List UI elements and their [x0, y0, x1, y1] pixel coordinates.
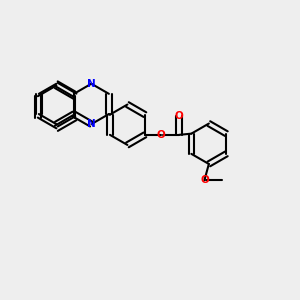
Text: N: N: [87, 79, 96, 89]
Text: O: O: [157, 130, 166, 140]
Text: O: O: [200, 175, 209, 185]
Text: O: O: [175, 110, 184, 121]
Text: N: N: [87, 119, 96, 129]
